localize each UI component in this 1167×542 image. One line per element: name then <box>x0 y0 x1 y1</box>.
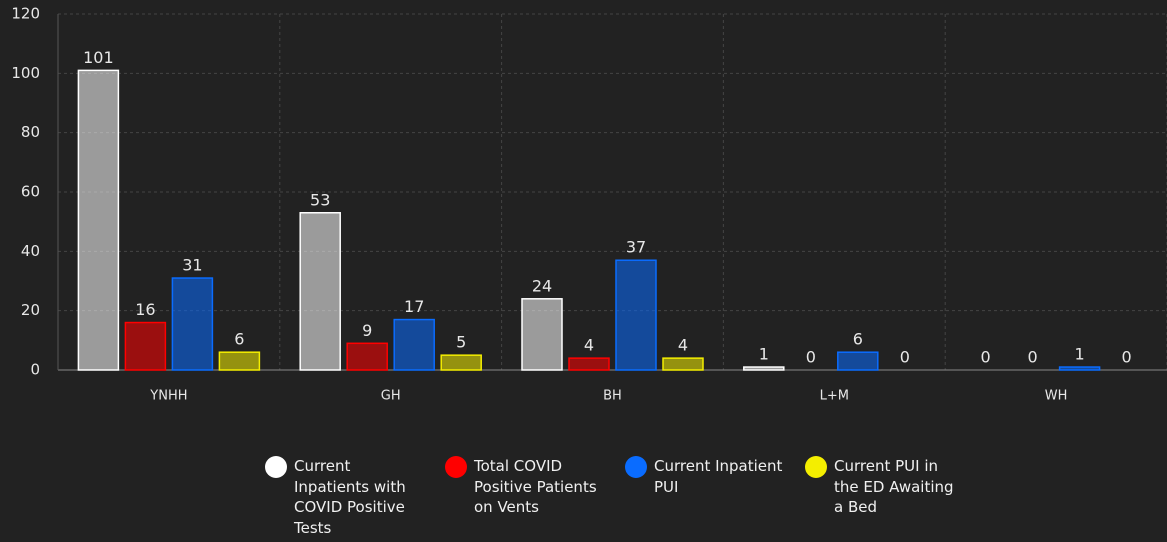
value-label: 4 <box>678 336 688 355</box>
value-label: 0 <box>900 348 910 367</box>
bar <box>743 366 785 371</box>
bar <box>837 351 879 371</box>
value-label: 53 <box>310 190 330 209</box>
value-label: 1 <box>759 345 769 364</box>
bar <box>568 357 610 371</box>
value-label: 0 <box>806 348 816 367</box>
bar <box>440 354 482 371</box>
chart: 020406080100120YNHH10116316GH539175BH244… <box>11 5 1167 404</box>
bar <box>77 69 120 371</box>
legend-label: Current Inpatients with COVID Positive T… <box>294 457 406 537</box>
value-label: 9 <box>362 321 372 340</box>
y-tick-label: 20 <box>21 301 40 319</box>
value-label: 6 <box>234 330 244 349</box>
y-tick-label: 120 <box>11 5 40 23</box>
value-label: 4 <box>584 336 594 355</box>
value-label: 0 <box>1028 348 1038 367</box>
bar <box>124 321 167 371</box>
legend-swatch <box>625 456 647 478</box>
legend: Current Inpatients with COVID Positive T… <box>265 456 985 538</box>
y-tick-label: 100 <box>11 64 40 82</box>
value-label: 6 <box>853 330 863 349</box>
legend-item: Current PUI in the ED Awaiting a Bed <box>805 456 985 538</box>
value-label: 16 <box>135 300 155 319</box>
bar <box>346 342 388 371</box>
legend-item: Total COVID Positive Patients on Vents <box>445 456 625 538</box>
bar <box>521 298 563 371</box>
value-label: 1 <box>1075 345 1085 364</box>
y-tick-label: 0 <box>30 361 40 379</box>
y-tick-label: 60 <box>21 183 40 201</box>
legend-label: Current PUI in the ED Awaiting a Bed <box>834 457 954 516</box>
bar <box>615 259 657 371</box>
value-label: 24 <box>532 276 552 295</box>
y-tick-label: 40 <box>21 242 40 260</box>
x-tick-label: WH <box>1045 389 1068 404</box>
bar <box>299 212 341 371</box>
value-label: 31 <box>182 256 202 275</box>
value-label: 5 <box>456 333 466 352</box>
value-label: 0 <box>981 348 991 367</box>
x-tick-label: BH <box>603 389 622 404</box>
bar <box>1058 366 1101 371</box>
x-tick-label: GH <box>381 389 401 404</box>
value-label: 17 <box>404 297 424 316</box>
bar <box>218 351 261 371</box>
legend-item: Current Inpatients with COVID Positive T… <box>265 456 445 538</box>
legend-swatch <box>445 456 467 478</box>
legend-item: Current Inpatient PUI <box>625 456 805 538</box>
y-tick-label: 80 <box>21 123 40 141</box>
legend-label: Current Inpatient PUI <box>654 457 783 496</box>
legend-swatch <box>805 456 827 478</box>
value-label: 0 <box>1122 348 1132 367</box>
x-tick-label: L+M <box>820 389 849 404</box>
x-tick-label: YNHH <box>149 389 187 404</box>
value-label: 37 <box>626 238 646 257</box>
legend-swatch <box>265 456 287 478</box>
legend-label: Total COVID Positive Patients on Vents <box>474 457 597 516</box>
value-label: 101 <box>83 48 114 67</box>
bar <box>662 357 704 371</box>
bar <box>393 318 435 371</box>
bar <box>171 277 214 371</box>
